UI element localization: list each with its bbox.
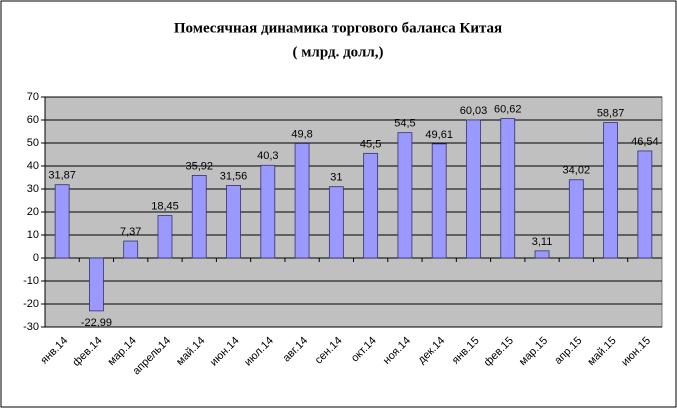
bar — [431, 143, 447, 259]
bar — [294, 143, 310, 259]
bar — [123, 240, 139, 259]
bar — [603, 122, 618, 259]
value-label: 45,5 — [360, 138, 381, 150]
value-label: 3,11 — [532, 236, 553, 248]
bar — [500, 118, 516, 259]
value-label: 49,61 — [425, 129, 453, 141]
value-label: 54,5 — [394, 118, 415, 130]
bar — [157, 215, 173, 259]
chart-subtitle: ( млрд. долл,) — [292, 44, 383, 60]
value-label: -22,99 — [81, 317, 112, 329]
bar — [328, 186, 344, 259]
bar — [637, 150, 653, 259]
bar — [191, 174, 207, 259]
value-label: 58,87 — [597, 108, 625, 120]
y-tick-label: -10 — [23, 275, 39, 287]
bar — [89, 257, 104, 312]
value-label: 46,54 — [631, 136, 659, 148]
value-label: 31 — [330, 172, 342, 184]
value-label: 40,3 — [257, 150, 278, 162]
y-tick-label: 60 — [27, 114, 39, 126]
bar — [363, 152, 379, 259]
bar — [568, 179, 584, 259]
value-label: 31,56 — [220, 170, 248, 182]
bar — [226, 185, 241, 259]
bar — [534, 250, 550, 259]
y-tick-label: 40 — [27, 160, 39, 172]
value-label: 18,45 — [151, 200, 179, 212]
value-label: 49,8 — [291, 128, 312, 140]
value-label: 34,02 — [563, 165, 591, 177]
value-label: 60,62 — [494, 103, 522, 115]
y-tick-label: 0 — [33, 252, 39, 264]
bar — [54, 184, 70, 259]
y-tick-label: 10 — [27, 229, 39, 241]
chart-title: Помесячная динамика торгового баланса Ки… — [174, 20, 502, 36]
value-label: 35,92 — [185, 160, 213, 172]
y-tick-label: -30 — [23, 321, 39, 333]
bar — [397, 132, 413, 259]
value-label: 7,37 — [120, 226, 141, 238]
value-label: 31,87 — [48, 170, 76, 182]
y-tick-label: 20 — [27, 206, 39, 218]
y-tick-label: 50 — [27, 137, 39, 149]
y-tick-label: -20 — [23, 298, 39, 310]
y-tick-label: 30 — [27, 183, 39, 195]
bar — [466, 119, 481, 259]
bar — [260, 164, 276, 259]
y-tick-label: 70 — [27, 91, 39, 103]
value-label: 60,03 — [460, 105, 488, 117]
